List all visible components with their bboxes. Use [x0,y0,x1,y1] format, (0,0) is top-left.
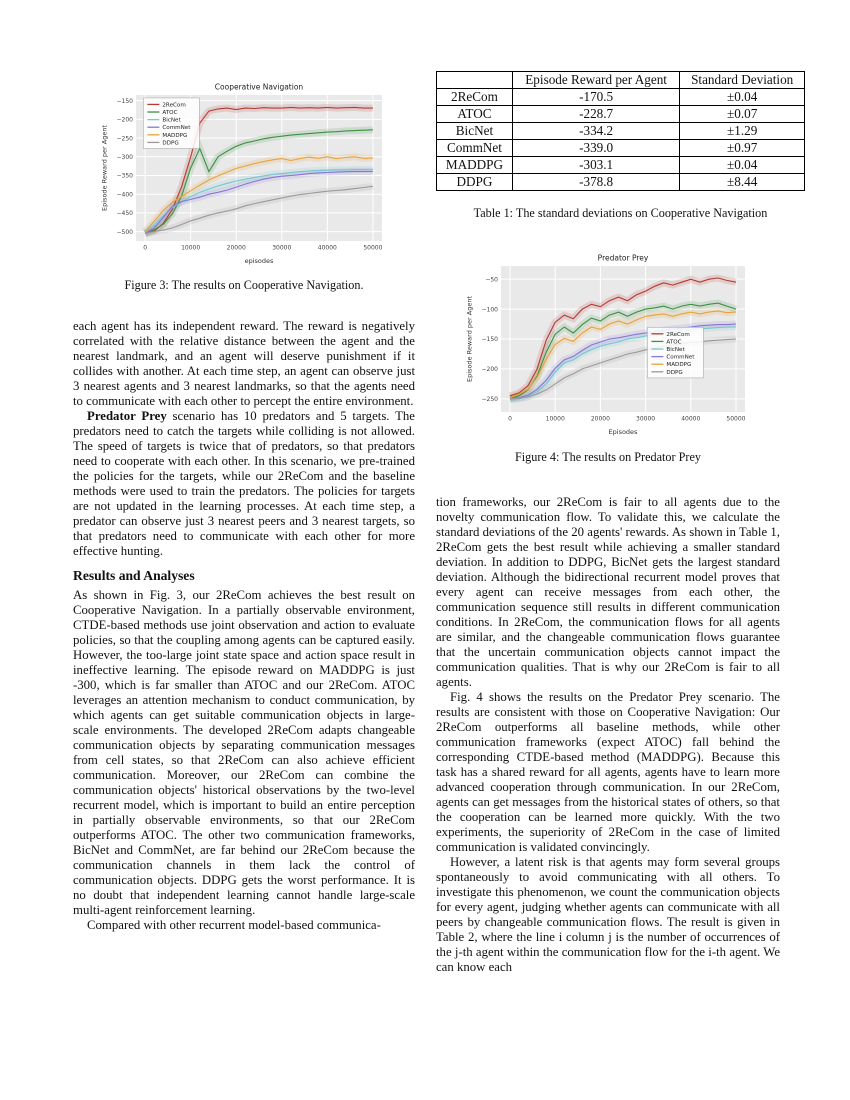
svg-text:50000: 50000 [363,245,382,252]
svg-text:−250: −250 [482,396,499,403]
table-cell: ±0.04 [679,88,805,106]
svg-text:2ReCom: 2ReCom [666,332,689,338]
table-header-cell: Episode Reward per Agent [511,71,681,89]
table-header-cell [436,71,513,89]
table-cell: ATOC [436,105,513,123]
table1-caption: Table 1: The standard deviations on Coop… [473,206,768,220]
svg-text:40000: 40000 [681,416,700,423]
svg-text:−150: −150 [482,336,499,343]
table-row: BicNet -334.2 ±1.29 [436,122,805,140]
svg-text:10000: 10000 [181,245,200,252]
svg-text:Predator Prey: Predator Prey [598,254,649,263]
table-cell: 2ReCom [436,88,513,106]
results-table: Episode Reward per Agent Standard Deviati… [436,71,805,191]
svg-text:episodes: episodes [245,257,274,265]
svg-text:0: 0 [508,416,512,423]
svg-text:MADDPG: MADDPG [666,362,691,368]
body-paragraph: Compared with other recurrent model-base… [87,918,381,932]
svg-text:20000: 20000 [591,416,610,423]
figure3-caption: Figure 3: The results on Cooperative Nav… [124,278,364,292]
table-row: MADDPG -303.1 ±0.04 [436,156,805,174]
figure3: −500 −450 −400 −350 −300 −250 −200 −150 0 10000 20… [73,80,415,293]
table-cell: ±0.07 [679,105,805,123]
svg-text:−100: −100 [482,306,499,313]
table-row: CommNet -339.0 ±0.97 [436,139,805,157]
table-header-row: Episode Reward per Agent Standard Deviati… [436,71,805,89]
svg-text:Cooperative Navigation: Cooperative Navigation [215,83,304,92]
body-paragraph: Fig. 4 shows the results on the Predator… [436,690,780,854]
table-cell: -334.2 [511,122,681,140]
svg-text:−300: −300 [117,154,134,161]
svg-text:40000: 40000 [318,245,337,252]
table-cell: -303.1 [511,156,681,174]
left-column: −500 −450 −400 −350 −300 −250 −200 −150 0 10000 20… [73,80,415,933]
svg-text:−400: −400 [117,191,134,198]
body-paragraph: tion frameworks, our 2ReCom is fair to a… [436,495,780,689]
table-cell: CommNet [436,139,513,157]
svg-text:50000: 50000 [726,416,745,423]
figure4: −250 −200 −150 −100 −50 0 10000 20000 30000 40000… [436,251,780,465]
section-heading: Results and Analyses [73,568,195,583]
svg-text:CommNet: CommNet [162,125,191,131]
svg-text:−50: −50 [485,276,498,283]
right-column: Episode Reward per Agent Standard Deviati… [436,71,805,975]
table-cell: -339.0 [511,139,681,157]
svg-text:10000: 10000 [546,416,565,423]
table-cell: -228.7 [511,105,681,123]
svg-text:−150: −150 [117,98,134,105]
svg-text:Episode Reward per Agent: Episode Reward per Agent [466,296,474,382]
body-paragraph: As shown in Fig. 3, our 2ReCom achieves … [73,588,415,917]
svg-text:30000: 30000 [636,416,655,423]
svg-text:Episodes: Episodes [609,428,639,436]
svg-text:DDPG: DDPG [666,370,682,376]
svg-text:Episode Reward per Agent: Episode Reward per Agent [101,125,109,211]
svg-text:−250: −250 [117,135,134,142]
svg-text:−200: −200 [117,117,134,124]
table-cell: ±0.97 [679,139,805,157]
table-cell: BicNet [436,122,513,140]
table-cell: DDPG [436,173,513,191]
svg-text:BicNet: BicNet [162,118,181,124]
table-header-cell: Standard Deviation [679,71,805,89]
svg-text:MADDPG: MADDPG [162,133,187,139]
svg-text:−200: −200 [482,366,499,373]
svg-text:−350: −350 [117,173,134,180]
figure4-caption: Figure 4: The results on Predator Prey [515,450,701,464]
svg-text:−450: −450 [117,210,134,217]
table-row: DDPG -378.8 ±8.44 [436,173,805,191]
svg-text:2ReCom: 2ReCom [162,102,185,108]
paragraph-text: scenario has 10 predators and 5 targets.… [73,409,415,558]
body-paragraph: However, a latent risk is that agents ma… [436,855,780,974]
predator-prey-lead: Predator Prey [87,409,167,423]
table-cell: ±0.04 [679,156,805,174]
table-cell: -170.5 [511,88,681,106]
body-paragraph: Predator Prey scenario has 10 predators … [73,409,415,559]
svg-text:CommNet: CommNet [666,355,695,361]
table-row: ATOC -228.7 ±0.07 [436,105,805,123]
predator-prey-chart: −250 −200 −150 −100 −50 0 10000 20000 30000 40000… [466,254,746,437]
svg-text:0: 0 [143,245,147,252]
svg-text:DDPG: DDPG [162,140,178,146]
svg-text:30000: 30000 [272,245,291,252]
table-cell: ±1.29 [679,122,805,140]
svg-text:20000: 20000 [227,245,246,252]
cooperative-navigation-chart: −500 −450 −400 −350 −300 −250 −200 −150 0 10000 20… [101,83,383,266]
svg-text:BicNet: BicNet [666,347,685,353]
svg-text:−500: −500 [117,229,134,236]
table-cell: ±8.44 [679,173,805,191]
table-row: 2ReCom -170.5 ±0.04 [436,88,805,106]
svg-text:ATOC: ATOC [666,339,681,345]
table-cell: -378.8 [511,173,681,191]
svg-text:ATOC: ATOC [162,110,177,116]
body-paragraph: each agent has its independent reward. T… [73,319,415,408]
table-cell: MADDPG [436,156,513,174]
